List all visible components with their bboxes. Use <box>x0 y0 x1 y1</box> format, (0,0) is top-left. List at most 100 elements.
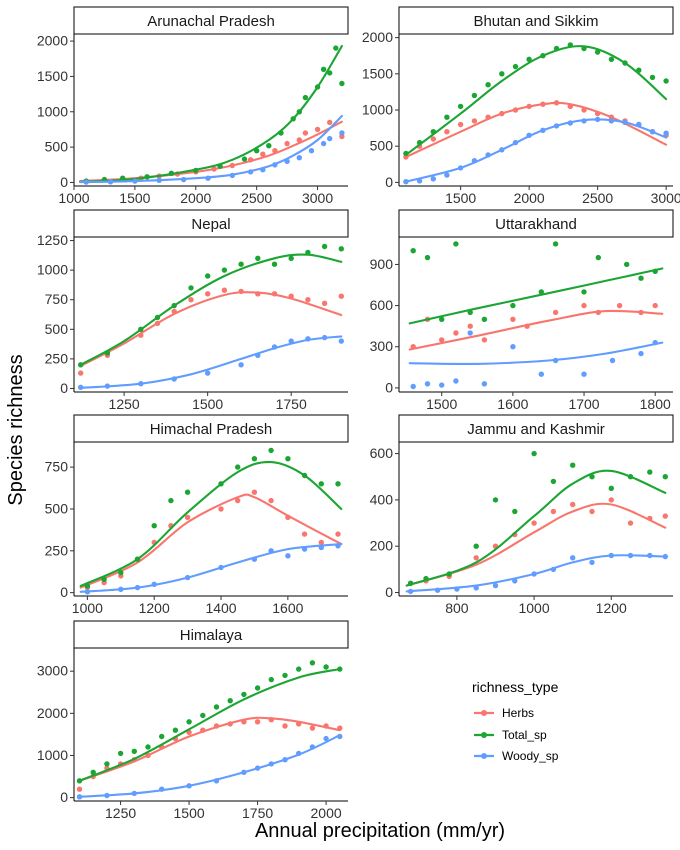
data-point <box>296 666 302 672</box>
data-point <box>172 727 179 733</box>
fit-line <box>79 291 343 368</box>
x-tick-label: 1500 <box>174 805 205 821</box>
data-point <box>314 126 321 133</box>
data-point <box>492 582 499 589</box>
data-point <box>581 371 587 377</box>
data-point <box>268 676 274 683</box>
fit-line <box>405 502 667 587</box>
y-tick-label: 0 <box>60 174 68 190</box>
series-woody-sp <box>79 114 345 185</box>
y-tick-label: 300 <box>370 338 394 354</box>
data-point <box>499 71 505 77</box>
facet-title: Nepal <box>191 216 230 233</box>
data-point <box>118 569 124 576</box>
data-point <box>485 82 491 88</box>
data-point <box>439 316 445 322</box>
data-point <box>200 712 206 719</box>
legend-entry-woody: Woody_sp <box>474 749 559 763</box>
x-tick-label: 1000 <box>518 600 549 616</box>
data-point <box>205 291 211 297</box>
data-point <box>663 130 669 136</box>
data-point <box>481 316 488 322</box>
facet-uttarakhand: Uttarakhand 0 300 600 900 1500 1600 1700 1800 <box>370 209 674 412</box>
data-point <box>439 382 445 388</box>
x-tick-label: 1000 <box>72 600 103 616</box>
x-tick-label: 3000 <box>651 190 680 206</box>
fit-line <box>79 460 343 588</box>
data-point <box>227 698 233 704</box>
facet-strip <box>398 414 674 443</box>
y-tick-label: 500 <box>45 139 69 155</box>
y-tick-label: 2000 <box>37 33 68 49</box>
x-tick-label: 1000 <box>58 190 89 206</box>
data-point <box>301 531 308 537</box>
x-tick-label: 1800 <box>640 396 671 412</box>
y-tick-label: 0 <box>385 584 393 600</box>
data-point <box>430 176 436 182</box>
y-tick-label: 1250 <box>37 232 68 248</box>
data-point <box>510 344 516 350</box>
series-woody-sp <box>408 330 664 390</box>
data-point <box>327 135 333 142</box>
data-point <box>444 172 450 178</box>
data-point <box>430 136 436 142</box>
data-point <box>471 118 478 124</box>
data-point <box>184 514 191 520</box>
data-point <box>453 241 459 247</box>
y-tick-label: 500 <box>370 138 394 154</box>
series-herbs <box>79 119 345 184</box>
series-total-sp <box>408 241 664 325</box>
data-point <box>538 289 544 295</box>
x-tick-label: 1250 <box>109 396 140 412</box>
series-woody-sp <box>405 552 668 595</box>
data-point <box>638 350 644 357</box>
data-point <box>444 129 450 135</box>
data-point <box>318 539 324 546</box>
data-point <box>453 378 459 384</box>
y-tick-label: 250 <box>45 542 69 558</box>
data-point <box>662 513 668 519</box>
legend-label-woody: Woody_sp <box>502 749 559 763</box>
data-point <box>663 78 669 84</box>
series-herbs <box>403 100 669 160</box>
data-point <box>570 462 576 468</box>
data-point <box>221 267 228 273</box>
fit-line <box>408 267 664 325</box>
y-tick-label: 1000 <box>37 103 68 119</box>
y-tick-label: 750 <box>45 459 69 475</box>
data-point <box>581 289 587 295</box>
data-point <box>305 297 311 303</box>
series-total-sp <box>79 447 343 589</box>
data-point <box>333 45 339 51</box>
data-point <box>268 447 274 454</box>
data-point <box>589 559 595 566</box>
x-tick-label: 1250 <box>105 805 136 821</box>
facet-title: Uttarakhand <box>495 216 577 233</box>
data-point <box>424 254 431 261</box>
fit-line <box>408 309 664 351</box>
fit-line <box>404 101 668 159</box>
data-point <box>550 478 557 485</box>
y-axis-title: Species richness <box>5 354 27 505</box>
data-point <box>473 543 479 549</box>
facet-jammu-and-kashmir: Jammu and Kashmir 0 200 400 600 800 1000 1200 <box>370 414 674 616</box>
y-tick-label: 2000 <box>37 705 68 721</box>
data-point <box>235 464 241 470</box>
data-point <box>218 506 224 512</box>
data-point <box>627 520 634 526</box>
x-tick-label: 800 <box>445 600 469 616</box>
y-tick-label: 500 <box>45 321 69 337</box>
fit-line <box>404 118 668 183</box>
series-total-sp <box>403 42 669 157</box>
data-point <box>531 450 537 457</box>
data-point <box>410 248 416 254</box>
data-point <box>255 255 261 261</box>
data-point <box>608 56 615 62</box>
data-point <box>238 261 244 267</box>
data-point <box>318 481 324 487</box>
series-total-sp <box>78 243 344 368</box>
data-point <box>320 140 327 147</box>
y-tick-label: 500 <box>45 500 69 516</box>
